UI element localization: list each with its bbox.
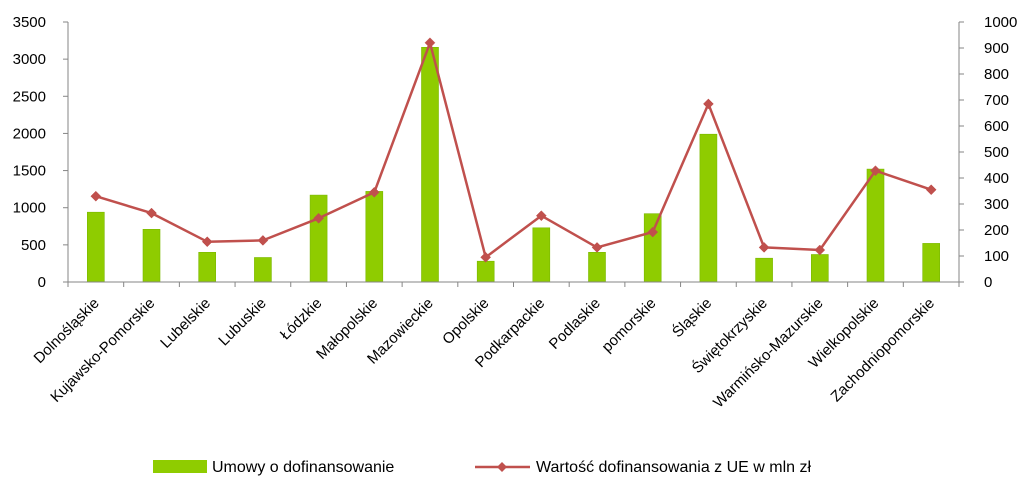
line-point-13 [814,244,826,256]
legend-bar-swatch [153,460,207,473]
category-label: Łódzkie [277,295,326,344]
right-tick-label: 1000 [984,14,1017,31]
category-label: Śląskie [668,294,715,341]
legend-bar-label: Umowy o dofinansowanie [212,459,394,476]
left-tick-label: 1500 [13,163,46,180]
bar-11 [699,133,718,283]
bar-5 [365,191,384,283]
bar-6 [421,46,439,283]
category-label: Warmińsko-Mazurskie [710,295,827,412]
bar-3 [254,257,272,283]
line-point-2 [201,236,213,248]
legend-line-marker [497,462,507,472]
line-point-0 [90,190,102,202]
line-point-7 [480,251,492,263]
bar-12 [755,257,773,283]
line-point-6 [424,37,436,49]
left-tick-label: 0 [38,274,46,291]
line-point-11 [703,98,714,110]
category-label: Podlaskie [546,295,604,353]
line-point-3 [257,235,269,246]
labels-layer: 0 500 1000 1500 2000 2500 3000 3500 0 100 200 300 40… [13,14,1018,411]
category-label: pomorskie [599,295,660,356]
line-point-9 [591,242,603,253]
left-tick-label: 2000 [13,125,46,142]
bar-7 [476,260,495,283]
right-tick-label: 500 [984,144,1009,161]
line-point-1 [146,207,157,219]
left-tick-label: 2500 [13,88,46,105]
bar-4 [309,194,328,283]
bar-10 [643,213,662,283]
left-tick-label: 500 [21,237,46,254]
bar-15 [922,243,941,283]
line-series [95,41,932,259]
right-tick-label: 200 [984,222,1009,239]
bar-2 [198,252,216,283]
bar-0 [87,211,105,283]
line-point-10 [647,226,659,238]
line-point-4 [313,212,324,224]
line-point-12 [758,242,770,253]
category-label: Kujawsko-Pomorskie [47,295,158,406]
category-label: Lubuskie [215,295,269,349]
right-tick-label: 900 [984,40,1009,57]
bars-layer [87,46,941,283]
category-label: Zachodniopomorskie [827,295,937,405]
right-tick-label: 400 [984,170,1009,187]
line-point-15 [925,184,937,196]
line-layer [90,37,937,263]
category-label: Opolskie [439,295,492,348]
bar-13 [810,254,829,283]
right-tick-label: 600 [984,118,1009,135]
right-tick-label: 800 [984,66,1009,83]
right-tick-label: 100 [984,248,1009,265]
legend: Umowy o dofinansowanie Wartość dofinansow… [153,459,812,476]
line-point-14 [870,165,881,177]
bar-9 [588,252,606,283]
bar-8 [532,227,551,283]
right-tick-label: 300 [984,196,1009,213]
bar-1 [142,229,161,283]
left-tick-label: 3500 [13,14,46,31]
right-tick-label: 700 [984,92,1009,109]
axes-layer [63,21,964,287]
left-tick-label: 3000 [13,51,46,68]
legend-line-label: Wartość dofinansowania z UE w mln zł [536,459,812,476]
bar-14 [866,168,885,283]
line-point-8 [535,210,547,222]
line-point-5 [368,186,380,198]
category-label: Lubelskie [157,295,214,352]
right-tick-label: 0 [984,274,992,291]
left-tick-label: 1000 [13,200,46,217]
